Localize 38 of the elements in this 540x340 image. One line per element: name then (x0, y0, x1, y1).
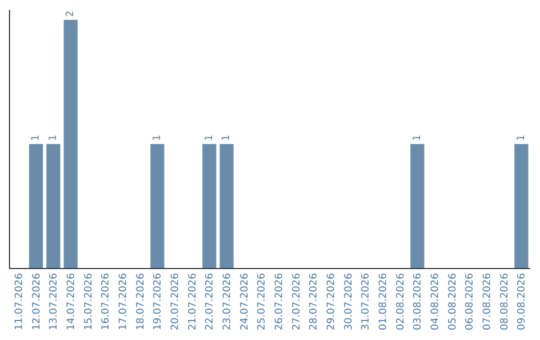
x-tick-label: 09.08.2026 (516, 273, 528, 330)
x-tick-label: 02.08.2026 (395, 273, 406, 330)
x-tick-label: 15.07.2026 (83, 273, 94, 330)
x-tick-label: 28.07.2026 (308, 273, 320, 330)
data-label: 1 (204, 134, 215, 141)
data-label: 2 (65, 10, 76, 17)
data-label: 1 (221, 134, 232, 141)
x-tick-label: 27.07.2026 (291, 273, 302, 330)
x-tick-label: 13.07.2026 (48, 273, 60, 330)
x-tick-label: 11.07.2026 (14, 273, 25, 330)
x-tick-label: 03.08.2026 (412, 273, 424, 330)
data-label: 1 (152, 134, 163, 141)
data-label: 1 (516, 134, 527, 141)
x-tick-label: 29.07.2026 (326, 273, 337, 330)
x-tick-label: 22.07.2026 (204, 273, 216, 330)
x-tick-label: 17.07.2026 (118, 273, 129, 330)
x-tick-label: 16.07.2026 (100, 273, 112, 330)
data-label: 1 (48, 134, 59, 141)
x-tick-label: 12.07.2026 (31, 273, 42, 330)
x-tick-label: 14.07.2026 (66, 273, 77, 330)
x-tick-label: 19.07.2026 (152, 273, 164, 330)
x-tick-label: 23.07.2026 (222, 273, 233, 330)
x-tick-label: 01.08.2026 (378, 273, 389, 330)
x-tick-label: 25.07.2026 (256, 273, 268, 330)
x-tick-label: 18.07.2026 (135, 273, 146, 330)
x-tick-label: 05.08.2026 (447, 273, 458, 330)
x-tick-label: 21.07.2026 (187, 273, 198, 330)
x-tick-label: 31.07.2026 (360, 273, 372, 330)
x-tick-label: 07.08.2026 (482, 273, 493, 330)
data-label: 1 (30, 134, 42, 141)
x-tick-label: 24.07.2026 (239, 273, 250, 330)
x-tick-label: 06.08.2026 (464, 273, 476, 330)
x-tick-label: 08.08.2026 (499, 273, 510, 330)
x-tick-label: 20.07.2026 (170, 273, 181, 330)
x-tick-label: 26.07.2026 (274, 273, 285, 330)
data-label: 1 (412, 134, 423, 141)
x-tick-label: 30.07.2026 (343, 273, 354, 330)
x-tick-label: 04.08.2026 (430, 273, 441, 330)
